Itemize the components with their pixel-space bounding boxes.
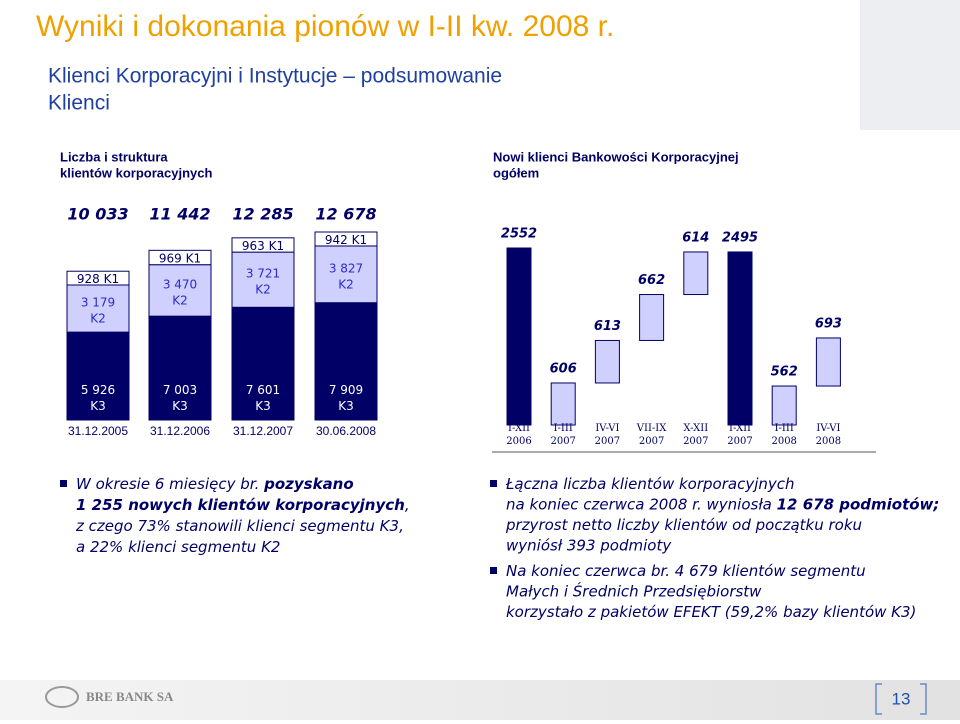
data-label: 942 K1	[325, 233, 367, 247]
subtitle: Klienci Korporacyjni i Instytucje – pods…	[48, 65, 502, 88]
bar	[727, 251, 753, 426]
chart-title: Nowi klienci Bankowości Korporacyjnej	[493, 149, 739, 164]
footer-band	[0, 680, 960, 720]
data-label: 3 179 K2	[81, 295, 115, 325]
data-label: 3 721 K2	[246, 266, 280, 296]
data-label: 7 601 K3	[246, 383, 280, 413]
bullet-line: Łączna liczba klientów korporacyjnych	[505, 475, 795, 493]
x-tick-label: VII-IX 2007	[636, 423, 667, 447]
bar-segment	[314, 231, 378, 247]
slide-title: Wyniki i dokonania pionów w I-II kw. 200…	[36, 10, 614, 43]
data-label: 613	[594, 319, 621, 334]
chart-title: Liczba i struktura	[60, 149, 168, 164]
bullet-line: wyniósł 393 podmioty	[506, 536, 672, 554]
bar	[639, 294, 665, 341]
data-label: 3 470 K2	[163, 277, 197, 307]
page-number: 13	[892, 689, 911, 708]
data-label: 662	[638, 273, 665, 288]
bar-segment	[66, 284, 130, 333]
bullet-line: z czego 73% stanowili klienci segmentu K…	[75, 517, 404, 535]
x-tick-label: X-XII 2007	[683, 423, 708, 447]
bullet-text: ,	[405, 496, 410, 514]
bullet-text: Małych i Średnich Przedsiębiorstw	[506, 581, 762, 600]
footer-logo	[45, 686, 79, 708]
bar	[815, 337, 841, 387]
data-label: 606	[550, 361, 577, 376]
bullet-text: 1 255 nowych klientów korporacyjnych	[76, 496, 405, 514]
bullet-text: 12 678 podmiotów;	[777, 495, 940, 513]
x-tick-label: IV-VI 2008	[816, 423, 841, 447]
bullet-line: Na koniec czerwca br. 4 679 klientów seg…	[506, 562, 866, 580]
bar-segment	[148, 315, 212, 421]
bar-segment	[231, 237, 295, 253]
total-label: 12 678	[315, 205, 376, 224]
data-label: 693	[815, 316, 842, 331]
bar	[683, 251, 709, 296]
x-tick-label: 31.12.2006	[150, 424, 210, 438]
bullet-marker	[60, 480, 67, 487]
bullet-marker	[490, 567, 497, 574]
bullet-text: na koniec czerwca 2008 r. wyniosła	[506, 495, 777, 513]
data-label: 963 K1	[242, 238, 284, 252]
x-tick-label: I-XII 2006	[506, 423, 531, 447]
x-tick-label: 31.12.2005	[68, 424, 128, 438]
data-label: 2495	[722, 230, 758, 245]
total-label: 11 442	[149, 205, 210, 224]
bullet-text: Na koniec czerwca br. 4 679 klientów seg…	[506, 562, 866, 580]
x-tick-label: 31.12.2007	[233, 424, 293, 438]
bullet-text: przyrost netto liczby klientów od począt…	[505, 516, 862, 534]
bar	[506, 247, 532, 426]
bullet-line: a 22% klienci segmentu K2	[76, 538, 280, 556]
bullet-text: pozyskano	[263, 475, 354, 493]
data-label: 2552	[501, 227, 537, 242]
bar	[594, 339, 620, 384]
bar-segment	[66, 270, 130, 286]
total-label: 10 033	[67, 205, 128, 224]
bullet-line: przyrost netto liczby klientów od począt…	[505, 516, 862, 534]
chart-title: klientów korporacyjnych	[60, 165, 212, 180]
data-label: 5 926 K3	[81, 383, 115, 413]
total-label: 12 285	[232, 205, 293, 224]
x-tick-label: I-XII 2007	[727, 423, 752, 447]
x-tick-label: IV-VI 2007	[595, 423, 620, 447]
bar	[550, 382, 576, 426]
page-bracket	[875, 683, 927, 715]
bar-segment	[231, 251, 295, 308]
bullet-text: a 22% klienci segmentu K2	[76, 538, 280, 556]
data-label: 614	[682, 230, 709, 245]
data-label: 562	[771, 365, 798, 380]
data-label: 969 K1	[159, 251, 201, 265]
bar-segment	[148, 249, 212, 266]
chart-title: ogółem	[493, 165, 539, 180]
x-tick-label: 30.06.2008	[316, 424, 376, 438]
subtitle: Klienci	[48, 92, 110, 115]
bar-segment	[314, 302, 378, 421]
bullet-text: wyniósł 393 podmioty	[506, 536, 672, 554]
bullet-line: korzystało z pakietów EFEKT (59,2% bazy …	[506, 603, 916, 621]
x-tick-label: I-III 2007	[550, 423, 575, 447]
data-label: 3 827 K2	[329, 261, 363, 291]
bullet-text: Łączna liczba klientów korporacyjnych	[505, 475, 795, 493]
bullet-marker	[490, 480, 497, 487]
x-tick-label: I-III 2008	[771, 423, 796, 447]
bar-segment	[314, 245, 378, 304]
data-label: 928 K1	[77, 272, 119, 286]
bar-segment	[148, 264, 212, 317]
bullet-text: korzystało z pakietów EFEKT (59,2% bazy …	[506, 603, 916, 621]
bullet-line: W okresie 6 miesięcy br. pozyskano	[76, 475, 354, 493]
bullet-line: Małych i Średnich Przedsiębiorstw	[506, 581, 762, 600]
footer-company: BRE BANK SA	[86, 689, 174, 704]
bullet-line: na koniec czerwca 2008 r. wyniosła 12 67…	[506, 495, 939, 513]
data-label: 7 909 K3	[329, 383, 363, 413]
bar	[771, 385, 797, 426]
data-label: 7 003 K3	[163, 383, 197, 413]
bullet-line: 1 255 nowych klientów korporacyjnych,	[76, 496, 410, 514]
logo-decoration	[860, 0, 960, 130]
bullet-text: z czego 73% stanowili klienci segmentu K…	[75, 517, 404, 535]
bullet-text: W okresie 6 miesięcy br.	[76, 475, 264, 493]
